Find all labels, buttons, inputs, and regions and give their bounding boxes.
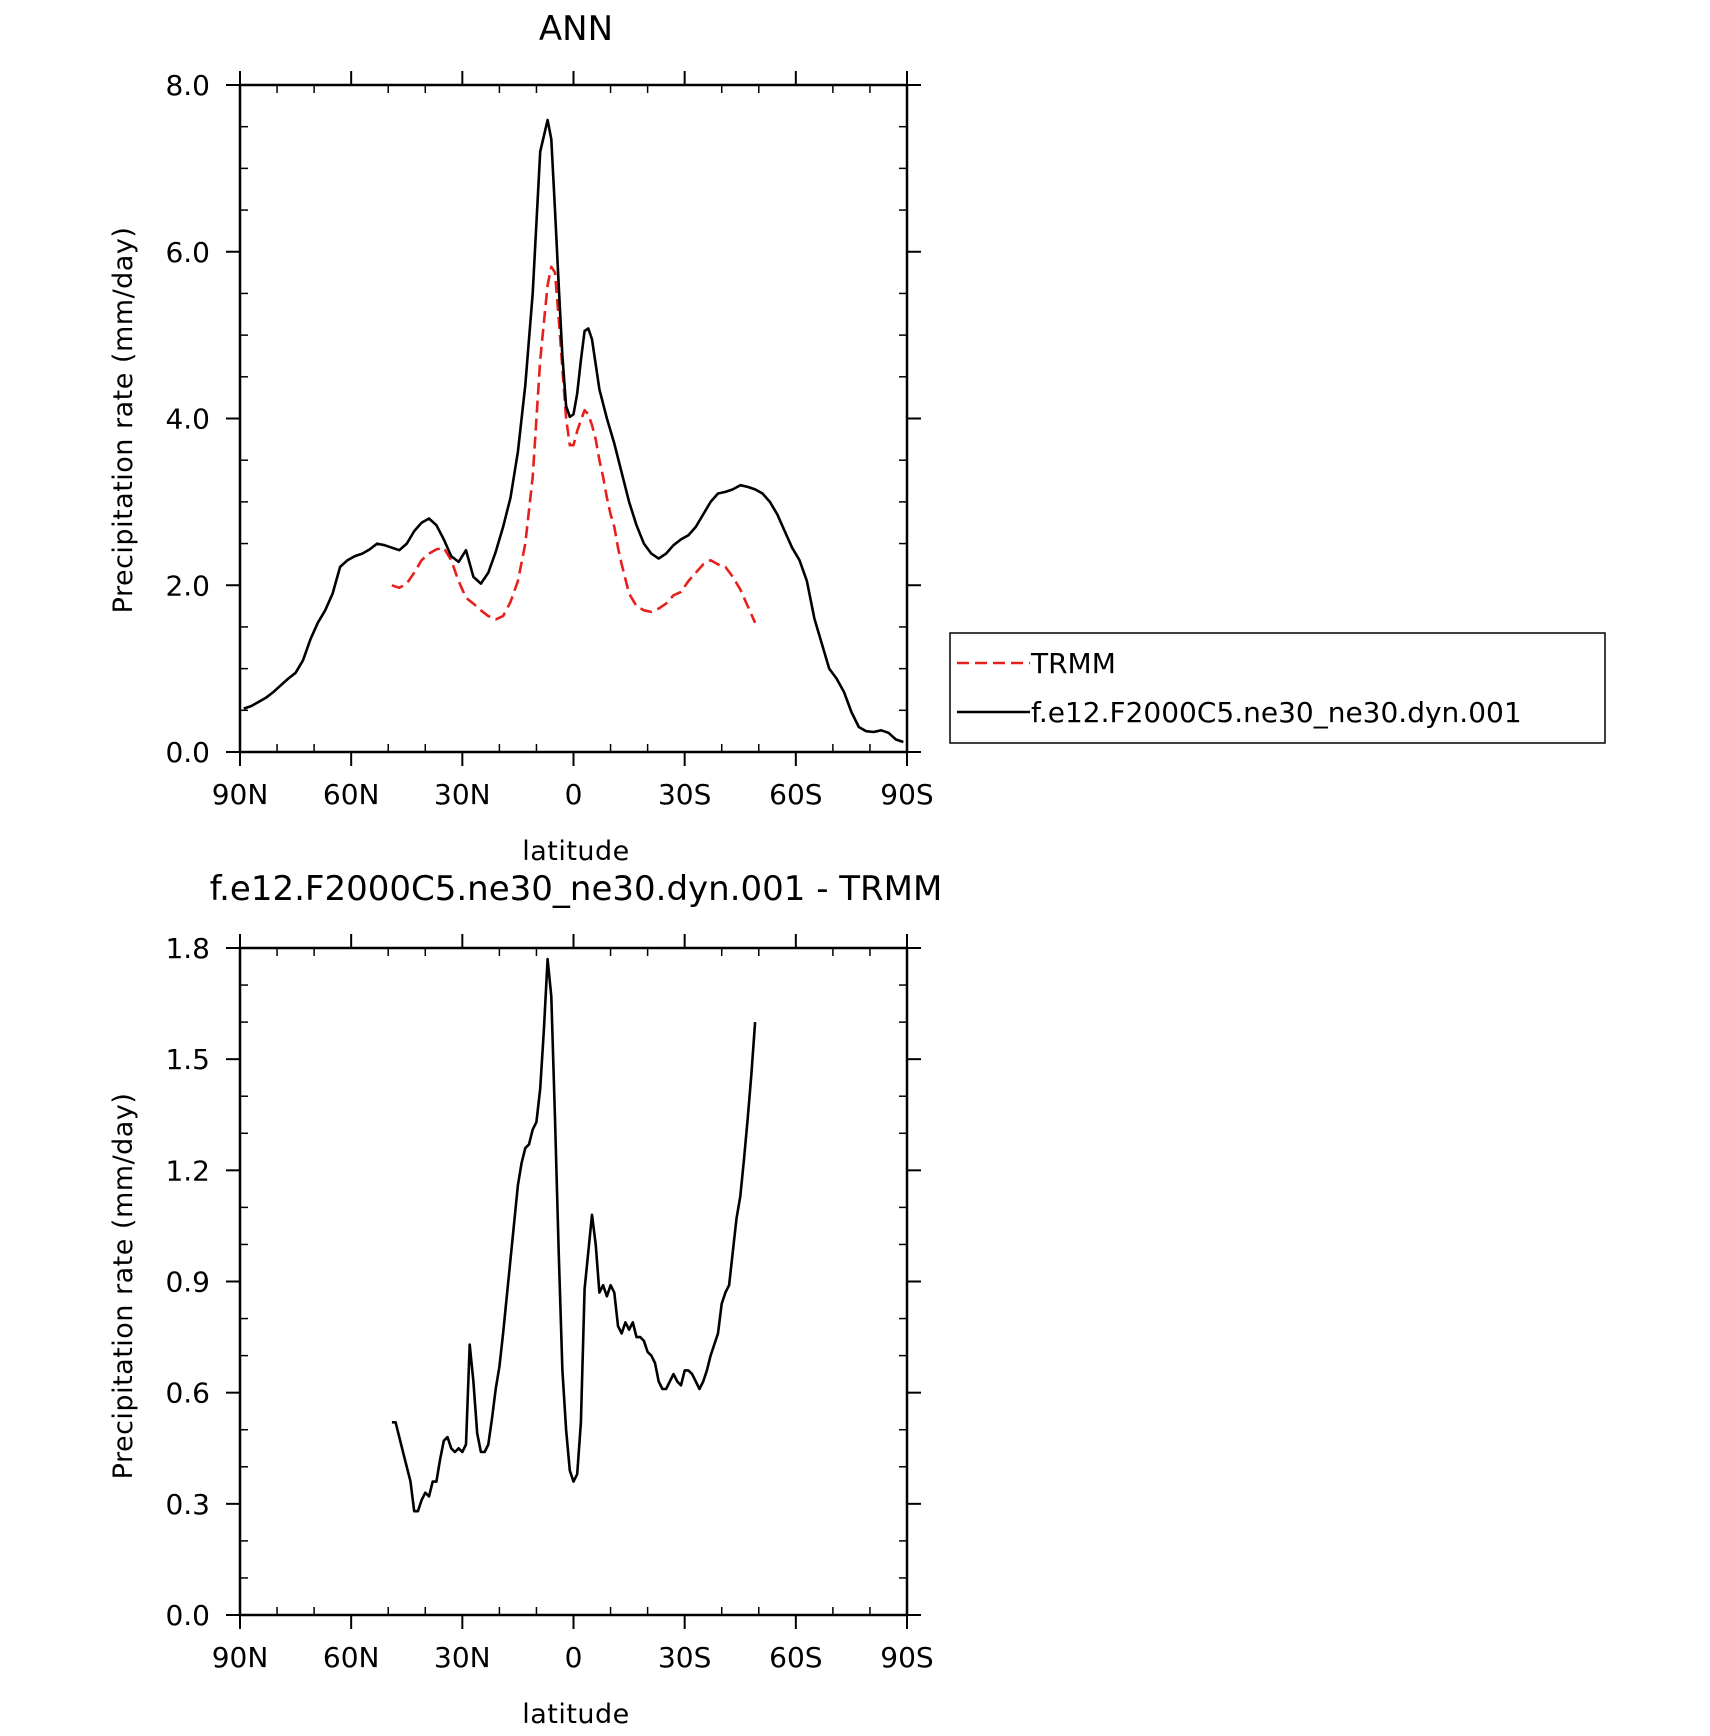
chart-bottom-ytick-label: 1.8 [165,932,210,965]
chart-top-ytick-label: 0.0 [165,736,210,769]
chart-bottom-gridframe [238,946,909,1617]
chart-top-title: ANN [539,9,613,49]
chart-bottom-ytick-label: 0.6 [165,1377,210,1410]
chart-top-xtick-label: 90S [880,778,933,811]
legend-label-model: f.e12.F2000C5.ne30_ne30.dyn.001 [1031,696,1522,729]
chart-bottom-ytick-label: 1.5 [165,1043,210,1076]
chart-bottom-xtick-label: 90S [880,1641,933,1674]
chart-bottom-xtick-label: 60N [323,1641,380,1674]
legend-label-trmm: TRMM [1030,647,1116,680]
chart-top-xtick-label: 60N [323,778,380,811]
chart-top-gridframe [238,83,909,754]
chart-bottom-ytick-label: 0.0 [165,1599,210,1632]
chart-bottom-xlabel: latitude [522,1699,630,1730]
chart-bottom-plot-frame [238,946,909,1617]
chart-top-ylabel: Precipitation rate (mm/day) [108,227,139,614]
chart-bottom: f.e12.F2000C5.ne30_ne30.dyn.001 - TRMM 9… [108,869,942,1730]
chart-top-xlabel: latitude [522,836,630,867]
chart-top-ticks: 90N 60N 30N 0 30S 60S 90S 0.0 2.0 4.0 6.0 8.0 [165,69,933,811]
chart-top-series-f-e12-f2000c5-ne30-ne30-dyn-001 [243,118,904,744]
chart-bottom-xtick-label: 30S [658,1641,711,1674]
chart-top-xtick-label: 90N [212,778,269,811]
chart-bottom-xtick-label: 0 [565,1641,583,1674]
chart-top-ytick-label: 4.0 [165,403,210,436]
chart-legend: TRMM f.e12.F2000C5.ne30_ne30.dyn.001 [949,632,1606,744]
chart-top-ytick-label: 2.0 [165,569,210,602]
chart-bottom-ylabel: Precipitation rate (mm/day) [108,1093,139,1480]
chart-bottom-ytick-label: 0.9 [165,1266,210,1299]
chart-top-xtick-label: 0 [565,778,583,811]
chart-bottom-title: f.e12.F2000C5.ne30_ne30.dyn.001 - TRMM [210,869,943,909]
chart-top-xtick-label: 60S [769,778,822,811]
legend-box [949,632,1606,744]
chart-bottom-ytick-label: 1.2 [165,1154,210,1187]
chart-bottom-ytick-label: 0.3 [165,1488,210,1521]
chart-bottom-xtick-label: 60S [769,1641,822,1674]
chart-bottom-series-line-0 [391,957,757,1513]
chart-top-plot-frame [238,83,909,754]
chart-bottom-xtick-label: 30N [434,1641,491,1674]
chart-top-xtick-label: 30N [434,778,491,811]
chart-top-ytick-label: 8.0 [165,69,210,102]
chart-bottom-series [391,957,757,1513]
chart-top-series [243,118,904,744]
chart-top-ytick-label: 6.0 [165,236,210,269]
chart-top: ANN 90N 60N 30N 0 30S 60S 90S 0.0 2.0 4.0 6.0 8.0 l… [108,9,934,867]
chart-bottom-ticks: 90N 60N 30N 0 30S 60S 90S 0.0 0.3 0.6 0.9 1.2 1.5 1.8 [165,932,933,1674]
chart-top-xtick-label: 30S [658,778,711,811]
chart-top-series-trmm [391,265,757,624]
chart-bottom-xtick-label: 90N [212,1641,269,1674]
